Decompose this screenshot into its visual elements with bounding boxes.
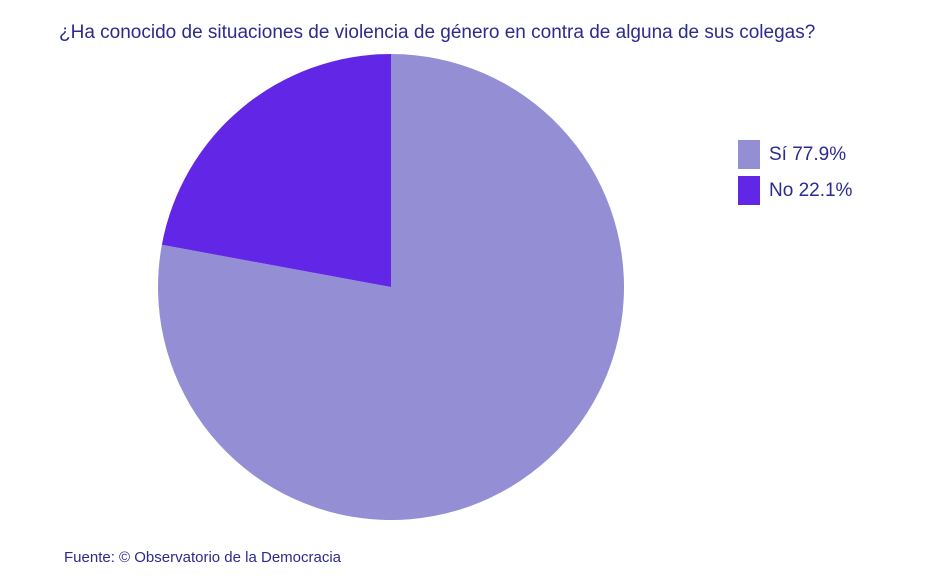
legend-swatch-si	[738, 140, 760, 169]
source-note: Fuente: © Observatorio de la Democracia	[64, 549, 342, 566]
chart-title: ¿Ha conocido de situaciones de violencia…	[59, 22, 816, 43]
pie-slice-no	[161, 54, 391, 287]
legend: Sí 77.9% No 22.1%	[738, 140, 852, 212]
legend-swatch-no	[738, 176, 760, 205]
legend-label-si: Sí 77.9%	[769, 143, 847, 165]
legend-item-no: No 22.1%	[738, 176, 852, 205]
pie-slice-si	[158, 54, 625, 520]
legend-label-no: No 22.1%	[769, 179, 853, 201]
legend-item-si: Sí 77.9%	[738, 140, 852, 169]
